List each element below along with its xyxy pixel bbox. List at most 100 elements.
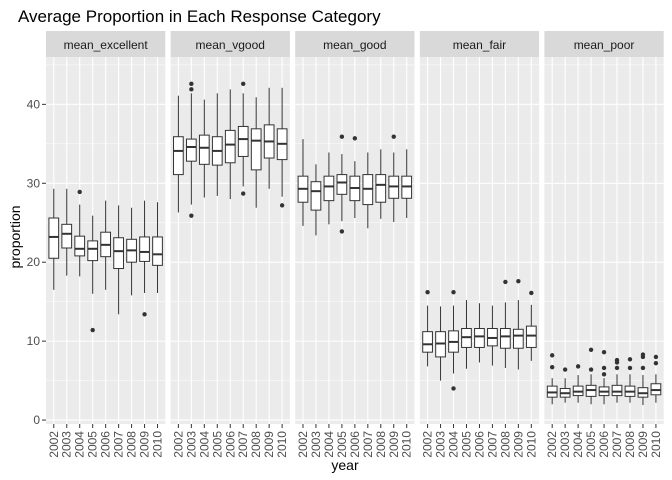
box-iqr <box>224 129 236 164</box>
facet-panels: mean_excellent20022003200420052006200720… <box>46 31 664 458</box>
box-mean_excellent-2005 <box>87 215 99 333</box>
box-mean_fair-2007 <box>487 305 498 366</box>
x-tick-label: 2003 <box>558 431 572 458</box>
y-tick-label: 10 <box>27 334 41 348</box>
x-tick-label: 2008 <box>374 431 388 458</box>
x-tick-label: 2004 <box>447 431 461 458</box>
facet-panel-mean_poor: mean_poor 2002200320042005200620072008200… <box>544 31 664 458</box>
outlier-point <box>503 279 508 285</box>
outlier-point <box>451 289 456 295</box>
x-tick-label: 2005 <box>335 431 349 458</box>
outlier-point <box>241 191 246 196</box>
box-mean_fair-2004 <box>448 289 459 391</box>
x-tick-label: 2002 <box>47 431 61 458</box>
box-mean_vgood-2003 <box>185 81 197 218</box>
box-mean_good-2003 <box>310 164 322 236</box>
box-mean_good-2006 <box>349 136 361 219</box>
x-tick-label: 2003 <box>60 431 74 458</box>
outlier-point <box>189 81 194 87</box>
x-tick-label: 2003 <box>309 431 323 458</box>
x-tick-label: 2009 <box>636 431 650 458</box>
outlier-point <box>627 357 633 362</box>
x-tick-label: 2007 <box>610 431 624 458</box>
box-mean_excellent-2003 <box>61 188 73 276</box>
facet-strip-label: mean_poor <box>574 38 635 52</box>
outlier-point <box>391 134 396 139</box>
outlier-point <box>339 229 345 234</box>
box-mean_excellent-2004 <box>74 189 86 277</box>
x-tick-label: 2006 <box>99 431 113 458</box>
outlier-point <box>77 189 82 195</box>
box-mean_poor-2006 <box>598 349 610 405</box>
outlier-point <box>189 87 194 92</box>
x-tick-label: 2010 <box>649 431 663 458</box>
x-tick-label: 2010 <box>151 431 165 458</box>
x-tick-label: 2006 <box>223 431 237 458</box>
box-iqr <box>474 328 485 348</box>
box-mean_good-2008 <box>375 149 387 219</box>
x-tick-label: 2010 <box>275 431 289 458</box>
outlier-point <box>142 312 147 317</box>
x-tick-label: 2005 <box>210 431 224 458</box>
box-mean_fair-2010 <box>525 290 537 361</box>
x-tick-label: 2002 <box>171 431 185 458</box>
x-tick-label: 2007 <box>112 431 126 458</box>
box-iqr <box>139 236 150 262</box>
x-tick-label: 2002 <box>421 431 435 458</box>
box-iqr <box>323 175 335 202</box>
box-iqr <box>500 328 511 349</box>
x-tick-label: 2007 <box>485 431 499 458</box>
box-mean_good-2004 <box>323 152 335 225</box>
x-tick-label: 2007 <box>361 431 375 458</box>
x-tick-label: 2004 <box>73 431 87 458</box>
x-tick-label: 2007 <box>236 431 250 458</box>
x-tick-label: 2008 <box>125 431 139 458</box>
outlier-point <box>189 213 194 218</box>
box-mean_good-2005 <box>336 134 348 234</box>
box-iqr <box>152 236 163 266</box>
outlier-point <box>451 386 456 391</box>
x-tick-label: 2006 <box>597 431 611 458</box>
box-iqr <box>185 138 197 162</box>
y-axis-title: proportion <box>7 205 23 268</box>
outlier-point <box>425 289 430 295</box>
box-iqr <box>336 174 348 195</box>
facet-panel-mean_fair: mean_fair 2002200320042005200620072008200… <box>419 31 540 458</box>
x-tick-label: 2002 <box>296 431 310 458</box>
box-mean_good-2009 <box>388 134 400 222</box>
box-mean_vgood-2010 <box>276 87 288 208</box>
box-mean_fair-2006 <box>474 303 485 363</box>
box-mean_poor-2005 <box>585 347 597 405</box>
outlier-point <box>575 364 581 369</box>
y-tick-label: 40 <box>27 97 41 111</box>
outlier-point <box>549 364 555 370</box>
x-axis-title: year <box>331 457 359 473</box>
box-iqr <box>525 325 537 348</box>
box-mean_vgood-2002 <box>173 95 184 213</box>
facet-panel-mean_good: mean_good 2002200320042005200620072008200… <box>295 31 415 458</box>
y-axis: 0 10 20 30 40 <box>27 97 46 427</box>
x-tick-label: 2003 <box>184 431 198 458</box>
box-iqr <box>250 128 262 171</box>
box-mean_vgood-2007 <box>237 81 249 196</box>
box-mean_excellent-2002 <box>48 188 60 290</box>
x-tick-label: 2009 <box>511 431 525 458</box>
outlier-point <box>90 327 95 333</box>
facet-strip-label: mean_excellent <box>64 38 149 52</box>
x-tick-label: 2005 <box>584 431 598 458</box>
box-mean_poor-2004 <box>572 364 584 403</box>
box-iqr <box>61 223 73 249</box>
box-mean_excellent-2009 <box>139 200 150 317</box>
outlier-point <box>529 290 534 296</box>
x-tick-label: 2009 <box>387 431 401 458</box>
x-tick-label: 2006 <box>348 431 362 458</box>
x-tick-label: 2009 <box>262 431 276 458</box>
box-mean_fair-2002 <box>422 289 433 367</box>
outlier-point <box>614 360 620 365</box>
x-tick-label: 2004 <box>322 431 336 458</box>
facet-strip <box>46 31 166 57</box>
box-mean_poor-2009 <box>637 352 649 406</box>
outlier-point <box>601 372 607 377</box>
